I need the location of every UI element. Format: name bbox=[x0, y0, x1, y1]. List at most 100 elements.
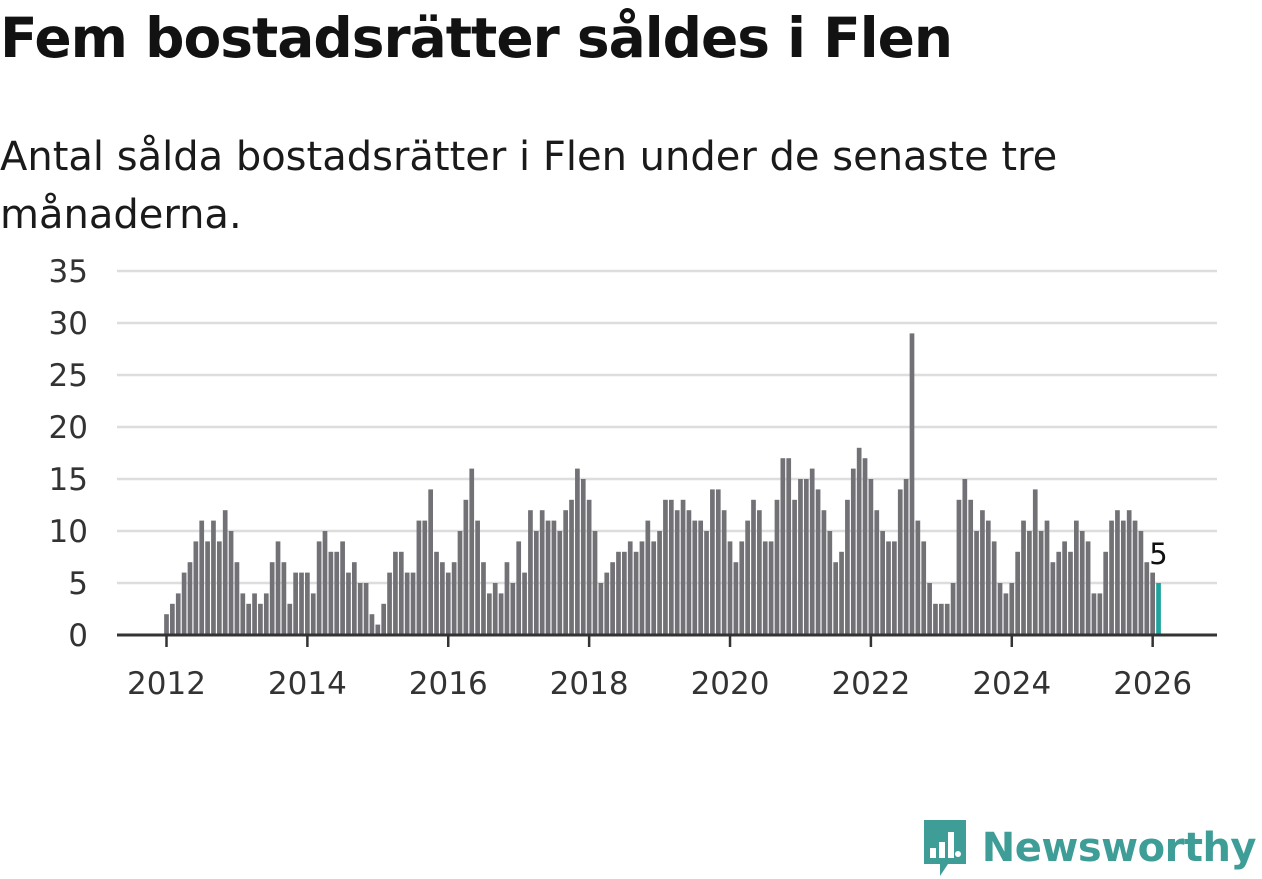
bar bbox=[739, 541, 745, 635]
bar bbox=[205, 541, 210, 635]
bar bbox=[422, 520, 428, 635]
bar bbox=[211, 520, 216, 635]
bar bbox=[980, 510, 985, 635]
bar bbox=[821, 510, 827, 635]
bar bbox=[569, 499, 574, 635]
axes bbox=[117, 633, 1217, 647]
bar bbox=[175, 593, 181, 635]
bar bbox=[997, 583, 1003, 635]
bar bbox=[721, 510, 727, 635]
bar bbox=[815, 489, 821, 635]
bar bbox=[516, 541, 522, 635]
bar bbox=[903, 479, 909, 635]
bar bbox=[363, 583, 369, 635]
bar bbox=[351, 562, 357, 635]
bar-highlight bbox=[1156, 583, 1161, 635]
y-tick-label: 35 bbox=[49, 254, 88, 290]
bar bbox=[991, 541, 997, 635]
bar bbox=[346, 572, 351, 635]
bar bbox=[199, 520, 205, 635]
bar bbox=[275, 541, 281, 635]
bar bbox=[170, 603, 175, 635]
y-tick-label: 0 bbox=[68, 618, 88, 654]
bar bbox=[440, 562, 445, 635]
bar bbox=[434, 551, 439, 635]
bar bbox=[927, 583, 932, 635]
bar bbox=[504, 562, 510, 635]
bar bbox=[1003, 593, 1009, 635]
bar bbox=[933, 603, 938, 635]
x-tick-label: 2024 bbox=[972, 666, 1051, 702]
bar-chart: 0 5 10 15 20 25 30 35 2012 2014 2016 2018 2020 2022 20… bbox=[49, 254, 1217, 702]
bar bbox=[950, 583, 956, 635]
bar bbox=[792, 499, 797, 635]
bar bbox=[1009, 583, 1015, 635]
bar bbox=[299, 572, 304, 635]
bar bbox=[1150, 572, 1156, 635]
bar bbox=[645, 520, 651, 635]
bar bbox=[786, 458, 792, 635]
bar bbox=[897, 489, 903, 635]
bar bbox=[340, 541, 345, 635]
bar bbox=[539, 510, 545, 635]
bar bbox=[627, 541, 633, 635]
bar bbox=[258, 603, 263, 635]
bar bbox=[780, 458, 786, 635]
tick-labels: 0 5 10 15 20 25 30 35 2012 2014 2016 2018 2020 2022 20… bbox=[49, 254, 1193, 702]
bar bbox=[522, 572, 527, 635]
bar bbox=[886, 541, 891, 635]
bar bbox=[222, 510, 228, 635]
y-tick-label: 25 bbox=[49, 358, 88, 394]
bar bbox=[698, 520, 704, 635]
bar bbox=[563, 510, 569, 635]
bar bbox=[328, 551, 334, 635]
x-tick-label: 2022 bbox=[831, 666, 910, 702]
bar bbox=[938, 603, 944, 635]
bar bbox=[187, 562, 193, 635]
bar bbox=[616, 551, 621, 635]
bar bbox=[445, 572, 451, 635]
bar bbox=[545, 520, 551, 635]
bar bbox=[357, 583, 363, 635]
bar bbox=[985, 520, 991, 635]
bar bbox=[557, 531, 563, 635]
chart-subtitle: Antal sålda bostadsrätter i Flen under d… bbox=[0, 134, 1058, 238]
bar bbox=[680, 499, 686, 635]
bar bbox=[551, 520, 557, 635]
bar bbox=[1138, 531, 1144, 635]
bar bbox=[281, 562, 287, 635]
bar bbox=[228, 531, 234, 635]
bar bbox=[375, 624, 381, 635]
bar bbox=[845, 499, 850, 635]
x-tick-label: 2018 bbox=[550, 666, 629, 702]
bar bbox=[639, 541, 645, 635]
bar bbox=[674, 510, 680, 635]
bar bbox=[475, 520, 480, 635]
bar bbox=[492, 583, 498, 635]
bar bbox=[487, 593, 492, 635]
bar bbox=[1015, 551, 1020, 635]
bar bbox=[369, 614, 375, 635]
bar bbox=[1068, 551, 1073, 635]
bar bbox=[657, 531, 662, 635]
bar bbox=[692, 520, 698, 635]
bar bbox=[1074, 520, 1079, 635]
bar bbox=[316, 541, 322, 635]
bar bbox=[803, 479, 809, 635]
bar bbox=[733, 562, 739, 635]
bar bbox=[774, 499, 780, 635]
bar bbox=[387, 572, 392, 635]
bar bbox=[393, 551, 398, 635]
bar bbox=[1044, 520, 1050, 635]
bar bbox=[181, 572, 187, 635]
bar bbox=[269, 562, 275, 635]
bar bbox=[686, 510, 692, 635]
bar bbox=[833, 562, 839, 635]
bar bbox=[592, 531, 598, 635]
y-tick-label: 20 bbox=[49, 410, 88, 446]
bar bbox=[968, 499, 974, 635]
bar bbox=[410, 572, 416, 635]
bar bbox=[1126, 510, 1132, 635]
bar bbox=[710, 489, 715, 635]
bar bbox=[510, 583, 516, 635]
